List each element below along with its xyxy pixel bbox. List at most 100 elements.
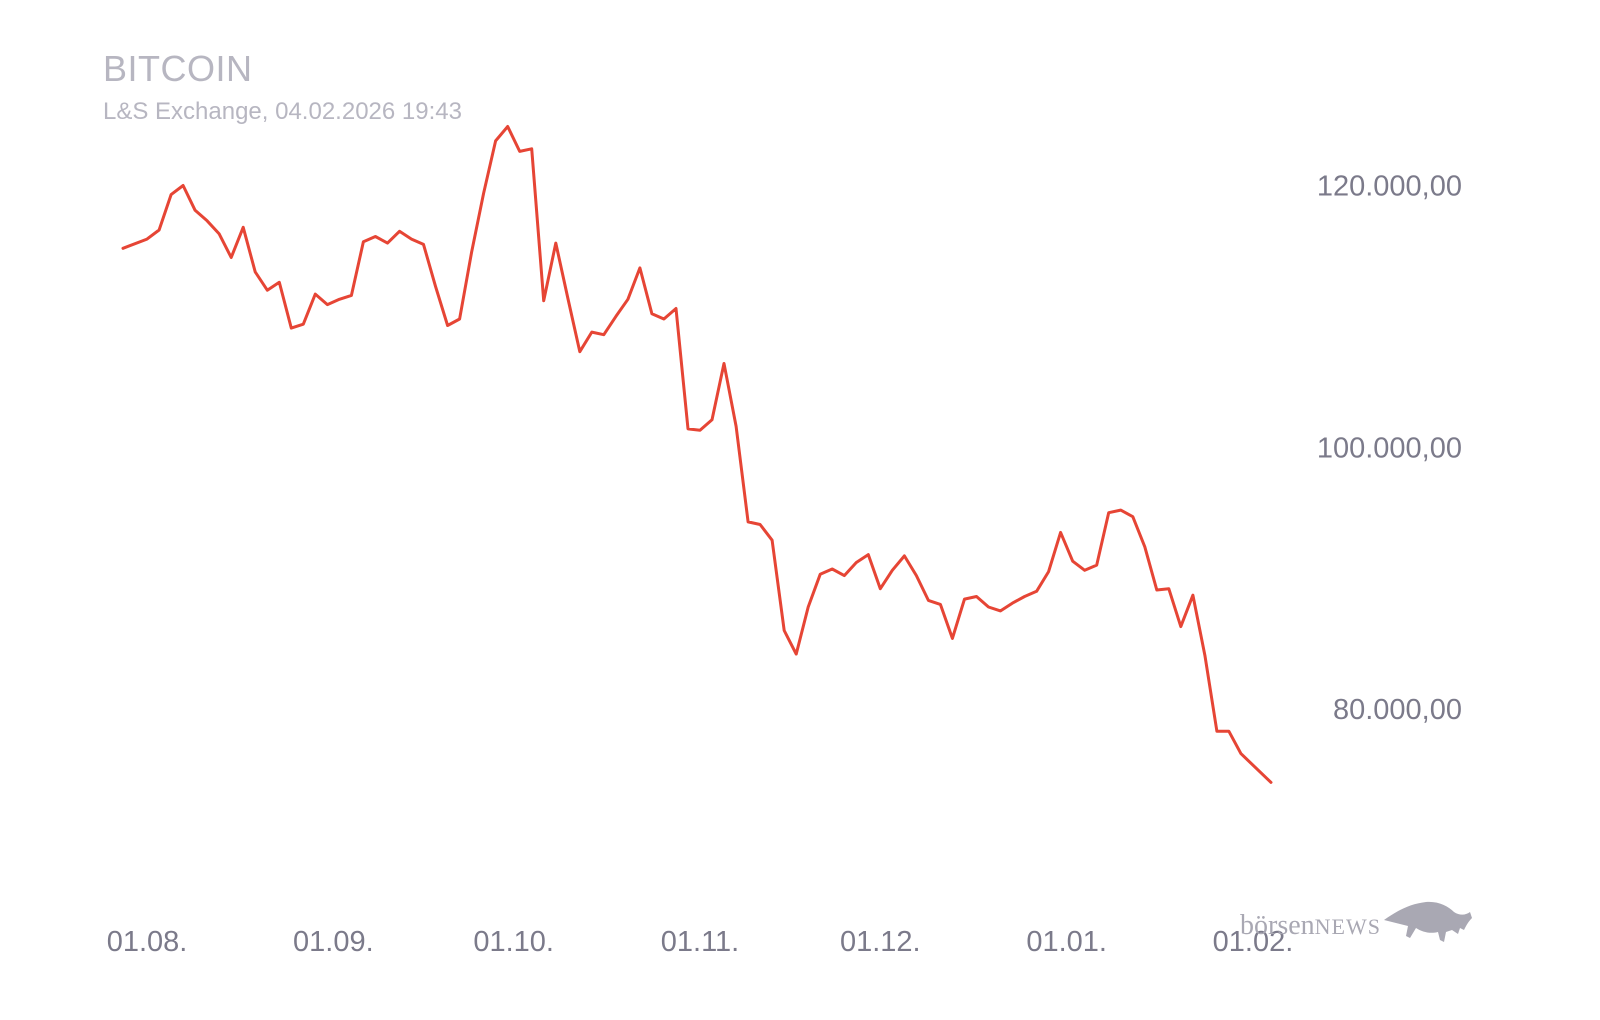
data-point (831, 568, 834, 571)
data-point (1059, 531, 1062, 534)
data-point (819, 573, 822, 576)
data-point (1270, 781, 1273, 784)
data-point (326, 303, 329, 306)
data-point (843, 574, 846, 577)
data-point (1215, 730, 1218, 733)
data-point (662, 318, 665, 321)
data-point (290, 327, 293, 330)
x-tick-label: 01.11. (661, 926, 739, 958)
data-point (362, 240, 365, 243)
data-point (434, 285, 437, 288)
data-point (771, 539, 774, 542)
y-axis-ticks: 120.000,00 100.000,00 80.000,00 (1317, 170, 1462, 726)
data-point (927, 599, 930, 602)
data-point (999, 609, 1002, 612)
data-point (1107, 511, 1110, 514)
data-point (518, 150, 521, 153)
x-tick-label: 01.02. (1213, 926, 1294, 958)
logo-text-accent: NEWS (1314, 914, 1381, 939)
data-point (602, 333, 605, 336)
data-point (1119, 509, 1122, 512)
data-point (410, 238, 413, 241)
data-point (1011, 602, 1014, 605)
data-point (807, 606, 810, 609)
data-point (158, 229, 161, 232)
data-point (590, 331, 593, 334)
data-point (266, 289, 269, 292)
y-tick-label: 80.000,00 (1333, 694, 1462, 726)
data-point (855, 561, 858, 564)
x-tick-label: 01.08. (107, 926, 188, 958)
data-point (638, 266, 641, 269)
data-point (1071, 560, 1074, 563)
data-point (1083, 569, 1086, 572)
data-point (867, 553, 870, 556)
data-point (963, 598, 966, 601)
data-point (783, 629, 786, 632)
data-point (759, 523, 762, 526)
data-point (146, 238, 149, 241)
data-point (614, 315, 617, 318)
y-tick-label: 100.000,00 (1317, 432, 1462, 464)
data-point (1203, 654, 1206, 657)
x-tick-label: 01.12. (840, 926, 921, 958)
data-point (675, 307, 678, 310)
data-point (1035, 590, 1038, 593)
data-point (446, 324, 449, 327)
boersennews-logo: börsenNEWS (1240, 898, 1480, 958)
data-point (242, 226, 245, 229)
data-point (1023, 595, 1026, 598)
data-point (218, 232, 221, 235)
data-point (230, 256, 233, 259)
data-point (554, 242, 557, 245)
data-point (314, 293, 317, 296)
data-point (530, 147, 533, 150)
data-point (687, 427, 690, 430)
data-point (1179, 625, 1182, 628)
data-point (1227, 730, 1230, 733)
data-point (891, 569, 894, 572)
data-point (1155, 589, 1158, 592)
data-point (482, 192, 485, 195)
chart-title: BITCOIN (103, 48, 253, 89)
data-point (879, 587, 882, 590)
data-point (1047, 570, 1050, 573)
price-series-line (121, 125, 1273, 784)
logo-text-main: börsen (1240, 910, 1315, 941)
data-point (1095, 564, 1098, 567)
data-point (278, 281, 281, 284)
series-layer (121, 125, 1273, 784)
data-point (542, 299, 545, 302)
data-point (470, 251, 473, 254)
x-tick-label: 01.10. (473, 926, 554, 958)
chart-subtitle: L&S Exchange, 04.02.2026 19:43 (103, 98, 462, 125)
data-point (302, 323, 305, 326)
data-point (1143, 545, 1146, 548)
data-point (723, 362, 726, 365)
data-point (735, 425, 738, 428)
data-point (650, 312, 653, 315)
data-point (699, 429, 702, 432)
data-point (747, 520, 750, 523)
bull-icon (1384, 901, 1472, 942)
data-point (951, 637, 954, 640)
data-point (795, 653, 798, 656)
data-point (494, 139, 497, 142)
data-point (170, 193, 173, 196)
data-point (254, 270, 257, 273)
data-point (398, 230, 401, 233)
data-point (975, 595, 978, 598)
data-point (350, 294, 353, 297)
data-point (506, 125, 509, 128)
data-point (206, 219, 209, 222)
data-point (386, 242, 389, 245)
data-point (626, 298, 629, 301)
data-point (1167, 587, 1170, 590)
x-tick-label: 01.01. (1026, 926, 1107, 958)
data-point (987, 606, 990, 609)
data-point (903, 554, 906, 557)
data-point (338, 298, 341, 301)
data-point (1131, 515, 1134, 518)
